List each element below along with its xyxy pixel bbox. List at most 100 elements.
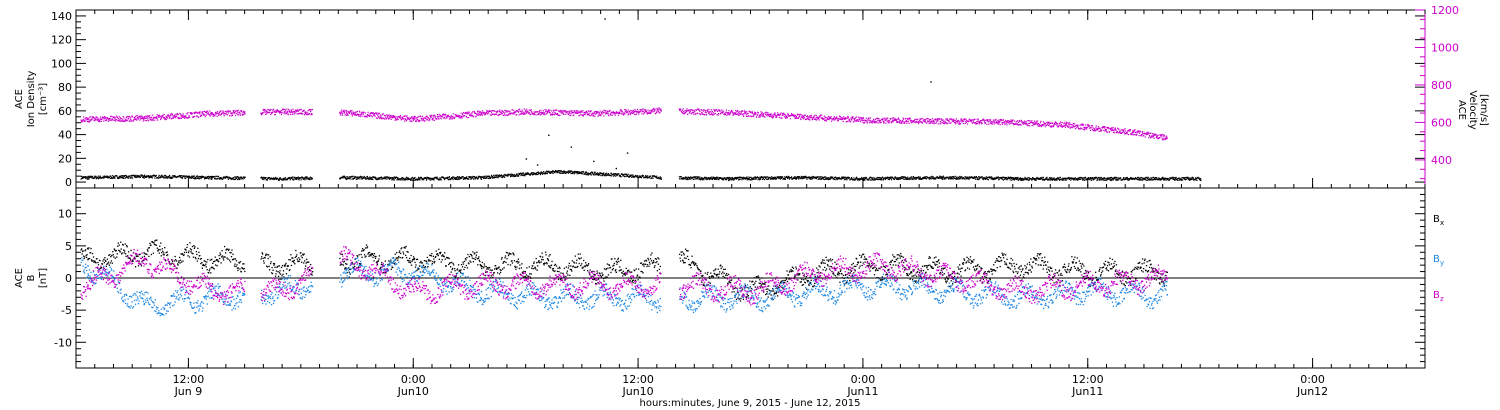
data-point	[152, 119, 154, 121]
data-point	[308, 113, 310, 115]
data-point	[745, 111, 747, 113]
data-point	[457, 115, 459, 117]
data-point	[120, 120, 122, 122]
data-point	[1162, 176, 1164, 178]
data-point	[513, 175, 516, 177]
data-point	[869, 178, 871, 180]
data-point	[340, 109, 343, 111]
data-point	[179, 117, 181, 119]
data-point	[597, 111, 599, 113]
data-point	[511, 112, 513, 114]
data-point	[515, 175, 517, 177]
data-point	[465, 177, 467, 179]
data-point	[310, 111, 312, 113]
data-point	[631, 112, 633, 114]
data-point	[366, 176, 368, 178]
data-point	[797, 117, 800, 119]
data-point	[1090, 179, 1092, 181]
data-point	[404, 178, 406, 180]
data-point	[722, 179, 725, 181]
data-point	[696, 178, 698, 180]
data-point	[204, 177, 207, 179]
data-point	[1125, 178, 1127, 180]
data-point	[520, 173, 522, 175]
data-point	[600, 174, 602, 177]
data-point	[767, 114, 770, 116]
data-point	[685, 178, 687, 181]
data-point	[310, 178, 312, 180]
data-point	[778, 116, 780, 118]
data-point	[344, 114, 347, 116]
data-point	[162, 176, 165, 178]
data-point	[504, 109, 506, 112]
data-point	[190, 177, 192, 179]
data-point	[924, 177, 926, 179]
data-point	[1171, 177, 1173, 179]
data-point	[694, 176, 696, 178]
data-point	[261, 177, 263, 179]
data-point	[820, 114, 822, 116]
data-point	[237, 114, 239, 116]
data-point	[699, 178, 701, 180]
data-point	[817, 176, 819, 178]
data-point	[418, 115, 420, 118]
data-point	[796, 114, 798, 116]
data-point	[950, 178, 952, 180]
data-point	[433, 179, 435, 181]
data-point	[434, 116, 437, 118]
data-point	[490, 110, 492, 113]
data-point	[213, 114, 215, 116]
data-point	[123, 117, 125, 119]
data-point	[238, 177, 240, 179]
data-point	[87, 118, 89, 121]
data-point	[593, 112, 595, 114]
data-point	[136, 176, 138, 178]
data-point	[542, 110, 544, 112]
data-point	[815, 117, 817, 119]
data-point	[89, 175, 91, 177]
data-point	[436, 178, 438, 180]
data-point	[578, 171, 580, 173]
data-point	[660, 109, 662, 111]
data-point	[184, 117, 186, 119]
data-point	[461, 117, 463, 119]
data-point	[1199, 178, 1202, 180]
data-point	[573, 171, 575, 173]
data-point	[1096, 179, 1098, 181]
data-point	[489, 110, 491, 112]
data-point	[864, 179, 866, 181]
data-point	[436, 113, 439, 116]
data-point	[146, 115, 148, 117]
data-point	[84, 118, 87, 120]
data-point	[628, 176, 630, 178]
data-point	[545, 110, 548, 112]
data-point	[1153, 178, 1156, 180]
data-point	[293, 179, 295, 181]
data-point	[386, 176, 389, 178]
data-point	[356, 176, 358, 178]
data-point	[173, 115, 175, 117]
data-point	[1153, 177, 1155, 179]
data-point	[412, 116, 414, 118]
data-point	[358, 115, 360, 117]
data-point	[558, 170, 560, 172]
data-point	[1008, 176, 1010, 179]
data-point	[466, 111, 468, 114]
data-point	[155, 174, 157, 177]
data-point	[1032, 178, 1034, 180]
data-point	[451, 177, 453, 179]
data-point	[477, 114, 479, 117]
data-point	[568, 170, 570, 172]
data-point	[1005, 177, 1007, 179]
data-point	[109, 119, 111, 121]
data-point	[518, 114, 520, 116]
data-point	[120, 175, 122, 177]
data-point	[747, 112, 749, 115]
data-point	[130, 118, 132, 121]
data-point	[463, 115, 465, 117]
data-point	[683, 110, 685, 113]
data-point	[417, 178, 419, 180]
data-point	[749, 176, 751, 178]
data-point	[180, 175, 183, 177]
data-point	[149, 175, 152, 177]
